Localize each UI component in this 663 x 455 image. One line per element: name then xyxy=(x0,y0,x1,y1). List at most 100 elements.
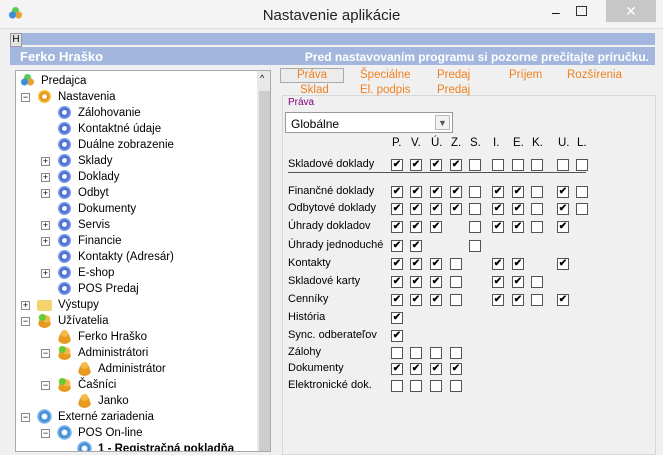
permission-checkbox[interactable]: ✔ xyxy=(430,258,442,270)
permission-checkbox[interactable]: ✔ xyxy=(450,203,462,215)
permission-checkbox[interactable] xyxy=(430,347,442,359)
scope-select[interactable]: Globálne ▼ xyxy=(285,112,453,133)
permission-checkbox[interactable]: ✔ xyxy=(492,258,504,270)
permission-checkbox[interactable]: ✔ xyxy=(410,240,422,252)
tree-item[interactable]: + Doklady xyxy=(16,169,256,185)
tree-item[interactable]: Janko xyxy=(16,393,256,409)
permission-checkbox[interactable] xyxy=(469,221,481,233)
permission-checkbox[interactable]: ✔ xyxy=(410,294,422,306)
permission-checkbox[interactable]: ✔ xyxy=(430,159,442,171)
expand-icon[interactable]: + xyxy=(41,268,50,278)
permission-checkbox[interactable]: ✔ xyxy=(450,159,462,171)
permission-checkbox[interactable]: ✔ xyxy=(430,186,442,198)
permission-checkbox[interactable]: ✔ xyxy=(391,186,403,198)
permission-checkbox[interactable]: ✔ xyxy=(391,294,403,306)
tab-0[interactable]: Práva xyxy=(280,68,344,83)
expand-icon[interactable]: + xyxy=(41,172,50,182)
permission-checkbox[interactable]: ✔ xyxy=(492,276,504,288)
permission-checkbox[interactable]: ✔ xyxy=(430,203,442,215)
permission-checkbox[interactable] xyxy=(391,347,403,359)
permission-checkbox[interactable]: ✔ xyxy=(391,330,403,342)
permission-checkbox[interactable] xyxy=(492,159,504,171)
permission-checkbox[interactable]: ✔ xyxy=(410,186,422,198)
tab-3[interactable]: Príjem xyxy=(509,69,543,81)
permission-checkbox[interactable] xyxy=(469,186,481,198)
tab-4[interactable]: Rozšírenia xyxy=(567,69,622,81)
permission-checkbox[interactable] xyxy=(450,294,462,306)
help-button[interactable]: H xyxy=(10,33,22,47)
permission-checkbox[interactable]: ✔ xyxy=(430,363,442,375)
permission-checkbox[interactable]: ✔ xyxy=(410,276,422,288)
permission-checkbox[interactable]: ✔ xyxy=(391,240,403,252)
permission-checkbox[interactable]: ✔ xyxy=(410,159,422,171)
permission-checkbox[interactable]: ✔ xyxy=(557,258,569,270)
tree-item[interactable]: 1 - Registračná pokladňa xyxy=(16,441,256,451)
tree-item[interactable]: − Nastavenia xyxy=(16,89,256,105)
permission-checkbox[interactable] xyxy=(557,159,569,171)
permission-checkbox[interactable]: ✔ xyxy=(557,294,569,306)
permission-checkbox[interactable] xyxy=(469,159,481,171)
minimize-button[interactable]: ‒ xyxy=(552,4,560,20)
permission-checkbox[interactable]: ✔ xyxy=(557,186,569,198)
permission-checkbox[interactable] xyxy=(450,380,462,392)
tree-item[interactable]: Duálne zobrazenie xyxy=(16,137,256,153)
permission-checkbox[interactable]: ✔ xyxy=(450,363,462,375)
permission-checkbox[interactable]: ✔ xyxy=(512,258,524,270)
permission-checkbox[interactable]: ✔ xyxy=(492,186,504,198)
tree-item[interactable]: Ferko Hraško xyxy=(16,329,256,345)
permission-checkbox[interactable]: ✔ xyxy=(557,221,569,233)
permission-checkbox[interactable]: ✔ xyxy=(391,363,403,375)
permission-checkbox[interactable] xyxy=(576,159,588,171)
tree-item[interactable]: − Externé zariadenia xyxy=(16,409,256,425)
permission-checkbox[interactable] xyxy=(469,240,481,252)
tree-item[interactable]: Zálohovanie xyxy=(16,105,256,121)
permission-checkbox[interactable]: ✔ xyxy=(512,276,524,288)
collapse-icon[interactable]: − xyxy=(41,348,50,358)
collapse-icon[interactable]: − xyxy=(21,92,30,102)
permission-checkbox[interactable] xyxy=(450,347,462,359)
tree-item[interactable]: − Čašníci xyxy=(16,377,256,393)
expand-icon[interactable]: + xyxy=(41,156,50,166)
expand-icon[interactable]: + xyxy=(41,220,50,230)
tree-item[interactable]: Dokumenty xyxy=(16,201,256,217)
permission-checkbox[interactable]: ✔ xyxy=(512,221,524,233)
permission-checkbox[interactable]: ✔ xyxy=(410,258,422,270)
permission-checkbox[interactable]: ✔ xyxy=(557,203,569,215)
permission-checkbox[interactable]: ✔ xyxy=(492,221,504,233)
tree-scrollbar[interactable]: ^ xyxy=(257,71,270,451)
tab-row2-1[interactable]: El. podpis xyxy=(360,84,411,96)
permission-checkbox[interactable] xyxy=(531,294,543,306)
permission-checkbox[interactable] xyxy=(469,203,481,215)
tree-item[interactable]: − Užívatelia xyxy=(16,313,256,329)
tree-item[interactable]: + Sklady xyxy=(16,153,256,169)
permission-checkbox[interactable] xyxy=(410,347,422,359)
permission-checkbox[interactable]: ✔ xyxy=(391,203,403,215)
tree-item[interactable]: Administrátor xyxy=(16,361,256,377)
tree-item[interactable]: + Výstupy xyxy=(16,297,256,313)
tab-row2-0[interactable]: Sklad xyxy=(300,84,329,96)
expand-icon[interactable]: + xyxy=(21,300,30,310)
permission-checkbox[interactable] xyxy=(391,380,403,392)
permission-checkbox[interactable] xyxy=(410,380,422,392)
tree-item[interactable]: POS Predaj xyxy=(16,281,256,297)
permission-checkbox[interactable] xyxy=(576,203,588,215)
permission-checkbox[interactable] xyxy=(531,221,543,233)
tree-item[interactable]: + E-shop xyxy=(16,265,256,281)
scroll-thumb[interactable] xyxy=(259,91,270,451)
permission-checkbox[interactable]: ✔ xyxy=(391,221,403,233)
permission-checkbox[interactable]: ✔ xyxy=(512,203,524,215)
tree-item[interactable]: Predajca xyxy=(16,73,256,89)
permission-checkbox[interactable]: ✔ xyxy=(430,276,442,288)
permission-checkbox[interactable] xyxy=(531,159,543,171)
tree-item[interactable]: + Financie xyxy=(16,233,256,249)
permission-checkbox[interactable]: ✔ xyxy=(512,186,524,198)
permission-checkbox[interactable] xyxy=(531,186,543,198)
permission-checkbox[interactable]: ✔ xyxy=(410,203,422,215)
tree-item[interactable]: − POS On-line xyxy=(16,425,256,441)
permission-checkbox[interactable]: ✔ xyxy=(512,294,524,306)
tab-2[interactable]: Predaj xyxy=(437,69,471,81)
permission-checkbox[interactable]: ✔ xyxy=(450,186,462,198)
tree-item[interactable]: + Servis xyxy=(16,217,256,233)
tab-row2-2[interactable]: Predaj xyxy=(437,84,471,96)
permission-checkbox[interactable]: ✔ xyxy=(492,294,504,306)
